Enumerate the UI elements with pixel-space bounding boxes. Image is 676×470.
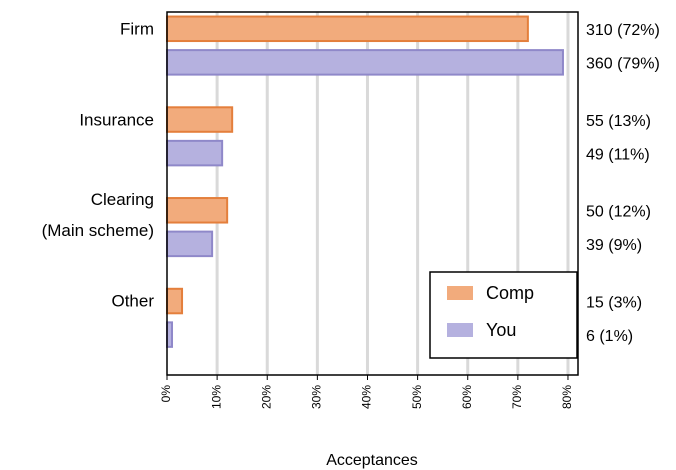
x-tick-label: 20% — [259, 385, 273, 409]
x-tick-label: 0% — [159, 385, 173, 403]
x-tick-label: 80% — [560, 385, 574, 409]
value-label: 39 (9%) — [586, 237, 642, 254]
legend-label: You — [486, 320, 516, 340]
value-label: 6 (1%) — [586, 328, 633, 345]
x-tick-label: 10% — [209, 385, 223, 409]
legend: Comp You — [429, 271, 578, 359]
x-axis-title: Acceptances — [326, 452, 418, 469]
bar — [166, 106, 234, 133]
bar — [166, 287, 184, 315]
y-tick-label: Other — [111, 291, 154, 311]
value-label: 49 (11%) — [586, 146, 650, 163]
legend-swatch — [447, 323, 473, 337]
x-tick-label: 40% — [360, 385, 374, 409]
value-label: 310 (72%) — [586, 22, 660, 39]
value-label: 50 (12%) — [586, 204, 651, 221]
bar — [166, 321, 174, 348]
y-tick-label: Clearing (Main scheme) — [41, 190, 154, 241]
bar — [166, 49, 564, 76]
y-tick-label: Insurance — [79, 110, 154, 130]
bar — [166, 230, 214, 258]
bar — [166, 15, 529, 43]
value-label: 15 (3%) — [586, 294, 642, 311]
y-tick-label: Firm — [120, 19, 154, 39]
value-label: 55 (13%) — [586, 113, 651, 130]
plot-frame — [166, 11, 579, 376]
legend-label: Comp — [486, 283, 534, 303]
legend-swatch — [447, 286, 473, 300]
value-label: 360 (79%) — [586, 56, 660, 73]
bar — [166, 139, 224, 167]
x-tick-label: 70% — [510, 385, 524, 409]
x-tick-label: 60% — [460, 385, 474, 409]
x-tick-label: 30% — [310, 385, 324, 409]
bar — [166, 197, 229, 224]
x-tick-label: 50% — [410, 385, 424, 409]
